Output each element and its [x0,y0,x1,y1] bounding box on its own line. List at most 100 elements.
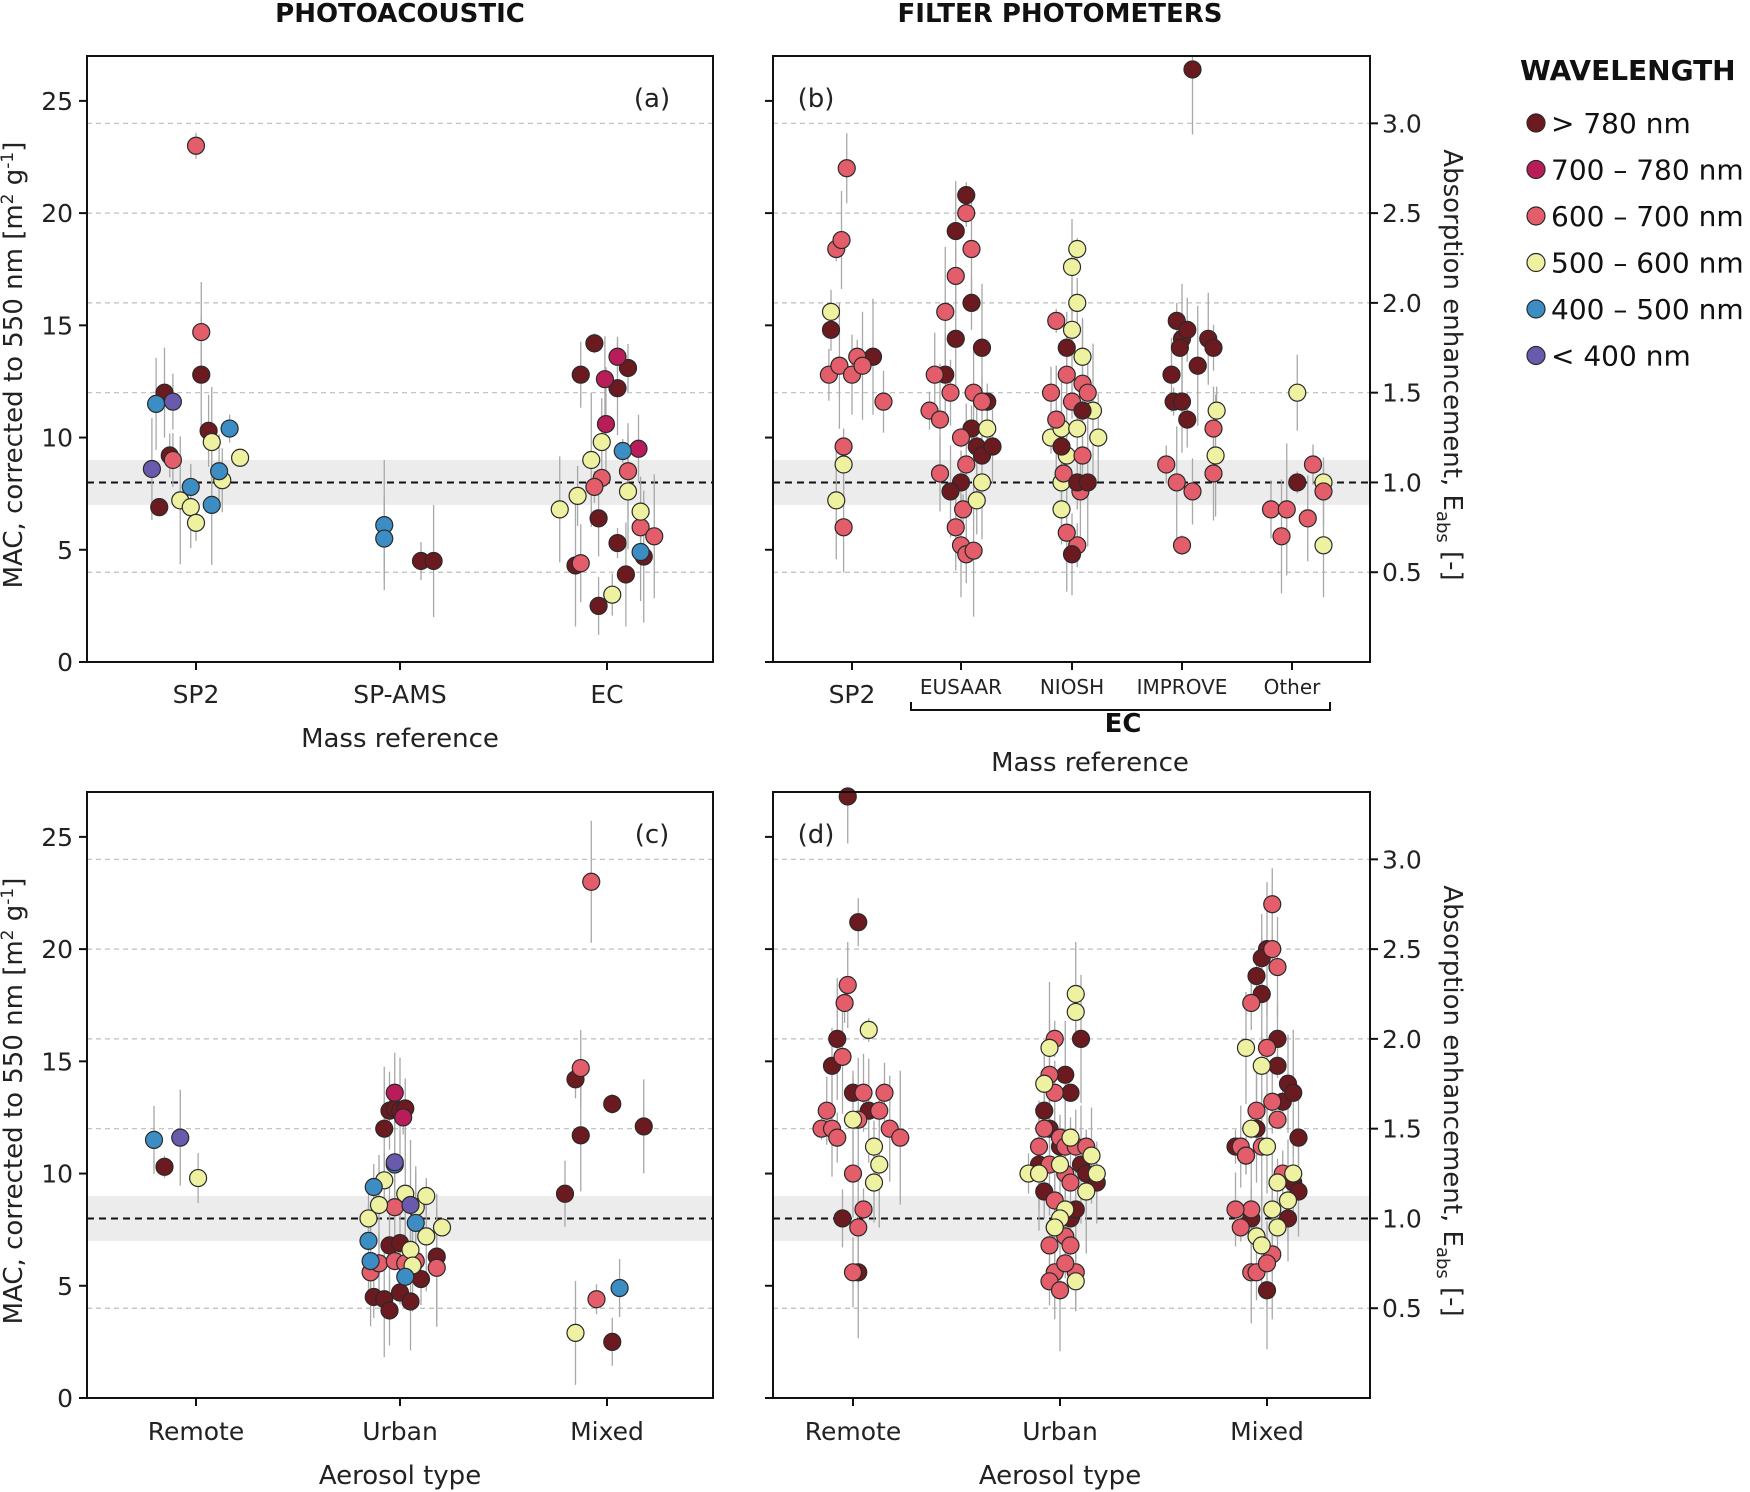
data-point [1061,1128,1080,1147]
eabs-tick-label: 0.5 [1382,558,1422,587]
data-point [396,1267,415,1286]
data-point [1056,1254,1075,1273]
data-point [555,1184,575,1203]
legend-marker [1526,299,1546,319]
data-point [849,1218,868,1237]
data-point [571,1058,590,1078]
data-point [427,1258,446,1277]
data-point [838,787,857,806]
plot-frame [772,791,1371,1399]
ylabel-mac-bottom-sup2: -1 [0,888,18,905]
panel-d-xlabel: Aerosol type [979,1461,1141,1491]
tick-sp-ams: SP-AMS [353,680,446,709]
data-point [946,518,965,537]
data-point [1231,1218,1250,1237]
data-point [589,509,608,528]
data-point [1288,473,1307,492]
eabs-tick-label: 1.0 [1382,1204,1422,1233]
data-point [568,486,587,506]
data-point [424,551,443,571]
data-point [1035,1101,1054,1120]
data-point [817,1101,836,1120]
data-point [231,448,250,467]
tick-ec: EC [590,680,623,709]
y-tick-label: 15 [41,311,73,340]
data-point [1073,347,1092,366]
data-point [1257,1281,1277,1300]
data-point [571,1126,590,1145]
data-point [618,462,638,481]
data-point [610,1278,629,1298]
data-point [1252,1236,1271,1255]
data-point [941,383,960,402]
data-point [1207,401,1226,420]
data-point [1047,311,1066,330]
data-point [859,1020,878,1040]
eabs-tick-label: 2.5 [1382,199,1422,228]
data-point [1068,293,1087,312]
data-point [1261,500,1281,519]
data-point [1268,957,1287,977]
y-tick-label: 25 [41,823,73,852]
data-point [1252,1056,1271,1075]
data-point [1077,1182,1096,1201]
ylabel-eabs-top-main: Absorption enhancement, E [1437,149,1467,511]
data-point [946,221,965,241]
legend-item-label: 500 – 600 nm [1551,247,1744,280]
data-point [144,1130,164,1149]
ylabel-eabs-top: Absorption enhancement, Eabs [-] [1432,149,1467,580]
data-point [192,322,211,342]
tick-eusaar: EUSAAR [920,675,1002,699]
data-point [359,1209,378,1228]
data-point [210,462,229,481]
data-point [171,1128,190,1147]
points [144,872,653,1351]
data-point [834,455,853,474]
data-point [1178,410,1197,429]
ylabel-eabs-top-sub: abs [1432,511,1453,543]
data-point [587,1290,606,1309]
panel-a: 0 5 10 15 20 25 [41,55,714,677]
ylabel-mac-bottom-main: MAC, corrected to 550 nm [m [0,940,29,1324]
data-point [983,437,1002,456]
data-point [962,293,981,312]
data-point [1172,392,1192,411]
data-point [380,1301,399,1320]
data-point [1029,1164,1049,1183]
panel-a-xlabel: Mass reference [301,724,499,754]
data-point [417,1227,436,1246]
data-point [550,500,569,519]
data-point [1167,473,1186,492]
eabs-tick-label: 2.0 [1382,1025,1422,1054]
data-point [603,585,622,604]
data-point [616,565,636,584]
data-point [1178,320,1197,339]
data-point [385,1083,404,1102]
data-point [186,513,206,532]
ylabel-mac-top-main: MAC, corrected to 550 nm [m [0,204,29,588]
ylabel-mac-top-sup1: 2 [0,194,18,205]
data-point [1035,1119,1054,1138]
data-point [854,1083,873,1102]
data-point [589,596,608,615]
data-point [181,477,200,497]
data-point [147,394,166,413]
data-point [585,334,604,353]
data-point [1242,993,1261,1013]
data-point [1236,1038,1256,1057]
data-point [864,1137,884,1156]
tick-c-remote: Remote [148,1417,244,1446]
data-point [1045,1218,1064,1237]
data-point [832,230,851,250]
ec-bracket [910,702,1331,711]
data-point [1170,338,1190,357]
data-point [361,1251,380,1271]
data-point [864,1173,884,1192]
data-point [1183,60,1202,79]
data-point [618,358,638,378]
header-photoacoustic: PHOTOACOUSTIC [275,0,525,29]
data-point [1257,1038,1277,1057]
header-filter-photometers: FILTER PHOTOMETERS [898,0,1223,29]
data-point [1278,1191,1298,1210]
